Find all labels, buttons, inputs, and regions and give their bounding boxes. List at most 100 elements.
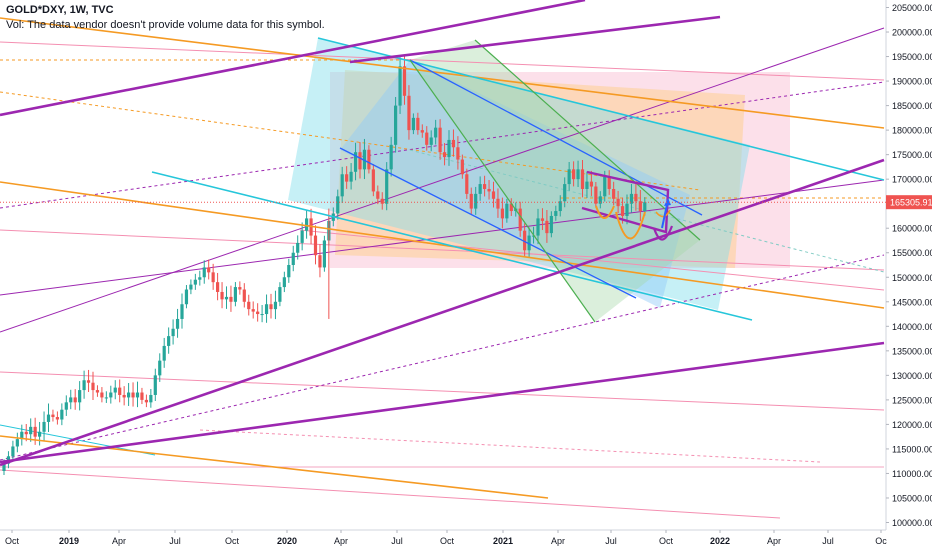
- candle-body: [438, 127, 442, 153]
- candle: [113, 380, 117, 400]
- candle: [380, 192, 384, 210]
- candle: [73, 389, 77, 410]
- candle: [349, 163, 353, 190]
- candle-body: [612, 188, 616, 199]
- candle: [55, 411, 59, 425]
- candle-body: [269, 304, 273, 310]
- candle: [29, 418, 33, 442]
- candle-body: [256, 311, 260, 315]
- candle: [483, 175, 487, 197]
- price-tick-label: 190000.00: [892, 77, 932, 87]
- candle: [135, 381, 140, 408]
- candle: [158, 353, 162, 382]
- purple-wedge: [581, 170, 670, 234]
- candle: [474, 186, 478, 215]
- candle-body: [451, 139, 456, 148]
- price-tick-label: 185000.00: [892, 101, 932, 111]
- candle: [629, 183, 634, 213]
- candle: [487, 179, 491, 200]
- candle-body: [402, 66, 407, 96]
- candle-body: [416, 117, 420, 131]
- candle-body: [33, 426, 37, 437]
- candle: [536, 208, 540, 245]
- candle: [180, 293, 184, 329]
- candle-body: [69, 397, 73, 403]
- candle-body: [429, 137, 433, 145]
- candle-body: [118, 387, 122, 395]
- candle: [447, 130, 451, 166]
- price-tick-label: 140000.00: [892, 322, 932, 332]
- candle-body: [211, 272, 215, 283]
- candle-body: [554, 211, 558, 216]
- candle-body: [233, 287, 237, 302]
- candle-body: [572, 169, 576, 180]
- candle-body: [95, 390, 100, 393]
- candle-body: [46, 414, 51, 422]
- candle-body: [175, 318, 180, 329]
- candle: [131, 382, 135, 407]
- candle: [398, 57, 402, 114]
- candle: [15, 432, 19, 453]
- candle: [86, 369, 91, 392]
- candle: [100, 387, 104, 403]
- time-tick-label: 2020: [277, 536, 297, 546]
- candle: [371, 164, 375, 197]
- candle: [51, 409, 55, 422]
- candle-body: [291, 252, 295, 265]
- candle-body: [20, 431, 24, 440]
- price-tick-label: 205000.00: [892, 3, 932, 13]
- orange-channel-top: [0, 17, 885, 129]
- purple-long-4: [0, 341, 885, 464]
- candle-body: [589, 181, 593, 187]
- pink-dash-1: [199, 429, 821, 463]
- candle: [287, 258, 291, 283]
- blue-arrow-head: [664, 198, 671, 206]
- price-tick-label: 100000.00: [892, 518, 932, 528]
- candle: [336, 189, 340, 220]
- volume-note: Vol: The data vendor doesn't provide vol…: [6, 19, 325, 31]
- candle-body: [300, 230, 304, 243]
- orange-cup-small: [595, 205, 615, 219]
- candle: [549, 211, 553, 238]
- candle: [496, 188, 500, 218]
- candle-body: [425, 132, 429, 145]
- candle-body: [86, 380, 91, 383]
- candle: [207, 259, 211, 280]
- candle: [82, 370, 86, 399]
- candle: [367, 145, 371, 174]
- price-tick-label: 155000.00: [892, 248, 932, 258]
- time-axis: Oct 2019 Apr Jul Oct 2020 Apr Jul Oct 2021 Apr Jul O…: [0, 529, 932, 550]
- pink-line-3: [0, 371, 885, 411]
- time-tick-label: Oct: [440, 536, 455, 546]
- candle: [224, 286, 229, 309]
- candle-body: [322, 240, 326, 268]
- candle-body: [340, 174, 344, 197]
- time-tick-label: Jul: [391, 536, 403, 546]
- candle: [576, 160, 580, 187]
- price-tick-label: 120000.00: [892, 420, 932, 430]
- candle-body: [127, 392, 131, 398]
- purple-dash-1: [0, 81, 885, 209]
- candle-body: [247, 301, 251, 310]
- candle-body: [576, 169, 580, 180]
- price-tick-label: 175000.00: [892, 150, 932, 160]
- candle-body: [73, 397, 77, 403]
- candle-body: [278, 287, 282, 302]
- candle: [300, 222, 304, 251]
- candle: [607, 170, 611, 195]
- candle: [527, 227, 531, 258]
- candle-body: [442, 152, 447, 158]
- candle: [104, 391, 108, 403]
- blue-channel-low: [339, 147, 637, 299]
- purple-long-2: [349, 15, 721, 64]
- candle-body: [104, 397, 108, 399]
- candle-body: [336, 196, 340, 214]
- candle: [269, 293, 273, 319]
- candle-body: [15, 439, 19, 447]
- candle-body: [273, 301, 278, 310]
- candle: [198, 270, 202, 286]
- price-tick-label: 135000.00: [892, 346, 932, 356]
- candle: [478, 176, 482, 201]
- candle: [144, 394, 148, 408]
